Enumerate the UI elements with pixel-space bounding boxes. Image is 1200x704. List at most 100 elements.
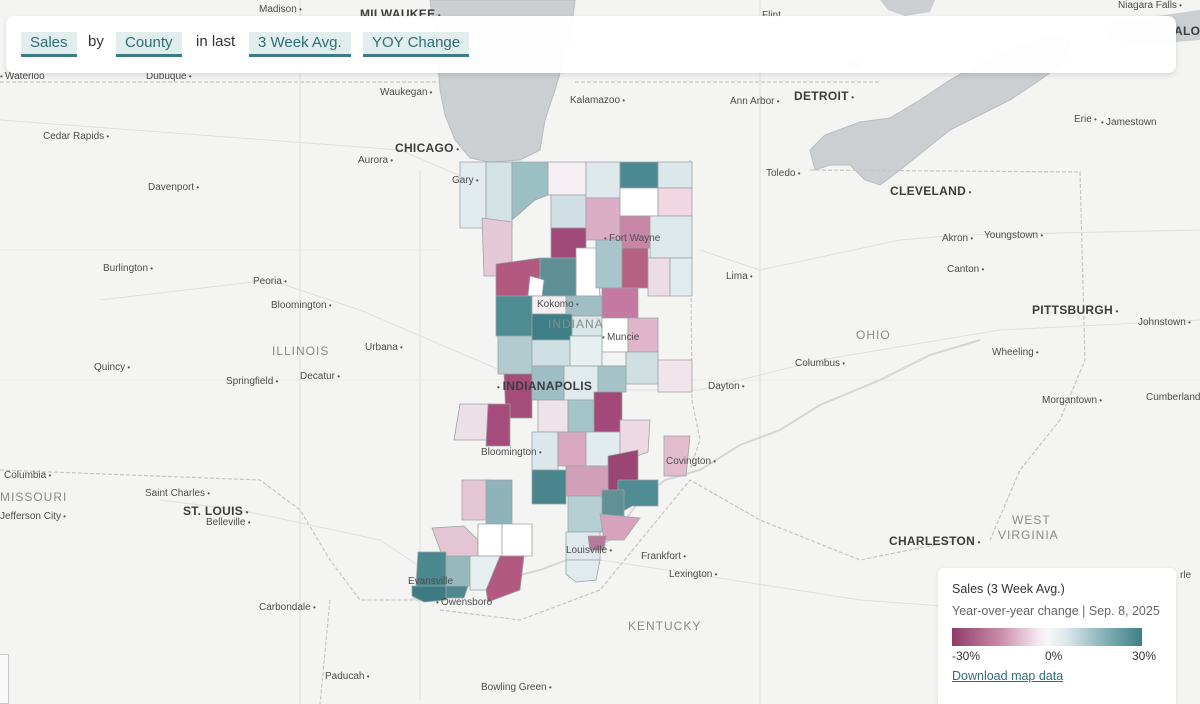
city-label: INDIANAPOLIS — [497, 380, 592, 394]
county[interactable] — [485, 555, 525, 603]
city-label: rle — [1180, 570, 1192, 581]
period-select[interactable]: 3 Week Avg. — [249, 32, 351, 57]
city-label: Paducah — [325, 671, 370, 683]
query-control-bar: Sales by County in last 3 Week Avg. YOY … — [6, 16, 1176, 73]
metric-select[interactable]: Sales — [21, 32, 77, 57]
map-control-edge[interactable] — [0, 654, 9, 704]
indiana-counties[interactable] — [411, 161, 693, 603]
county[interactable] — [557, 431, 587, 467]
region-label: KENTUCKY — [628, 619, 702, 633]
city-label: Johnstown — [1138, 317, 1191, 329]
city-label: ALO — [1174, 24, 1200, 38]
city-label: Belleville — [206, 517, 251, 529]
city-label: Kalamazoo — [570, 95, 625, 107]
lake-erie — [809, 35, 1071, 186]
county[interactable] — [511, 161, 549, 221]
county[interactable] — [527, 275, 545, 297]
city-label: Waukegan — [380, 87, 432, 99]
county[interactable] — [495, 295, 533, 337]
legend-min-label: -30% — [952, 649, 981, 663]
county[interactable] — [657, 187, 693, 217]
city-label: Evansville — [408, 576, 454, 587]
city-label: Bloomington — [271, 300, 332, 312]
city-label: Ann Arbor — [730, 96, 780, 108]
county[interactable] — [593, 391, 623, 433]
city-label: Peoria — [253, 276, 287, 288]
county[interactable] — [657, 359, 693, 393]
city-label: Springfield — [226, 376, 278, 388]
city-label: Frankfort — [641, 551, 686, 563]
geography-select[interactable]: County — [116, 32, 182, 57]
county[interactable] — [531, 469, 567, 505]
county[interactable] — [567, 495, 603, 533]
county[interactable] — [621, 247, 649, 289]
county[interactable] — [625, 351, 659, 385]
county[interactable] — [595, 239, 623, 289]
city-label: Burlington — [103, 263, 153, 275]
county[interactable] — [669, 257, 693, 297]
county[interactable] — [567, 399, 595, 433]
city-label: Decatur — [300, 371, 340, 383]
legend-color-scale — [952, 628, 1142, 646]
legend-mid-label: 0% — [1045, 649, 1063, 663]
city-label: Wheeling — [992, 347, 1039, 359]
state-borders — [0, 81, 1086, 704]
county[interactable] — [537, 399, 569, 433]
county[interactable] — [531, 339, 571, 367]
city-label: Youngstown — [984, 230, 1043, 242]
city-label: Davenport — [148, 182, 199, 194]
legend-max-label: 30% — [1132, 649, 1157, 663]
county[interactable] — [453, 403, 491, 441]
lake-huron — [880, 0, 935, 16]
city-label: Cumberland — [1146, 392, 1200, 404]
county[interactable] — [485, 161, 513, 229]
county[interactable] — [647, 257, 671, 297]
legend-ticks: -30% 0% 30% — [952, 649, 1162, 665]
city-label: CHARLESTON — [889, 535, 981, 549]
city-label: Lexington — [669, 569, 717, 581]
legend-title: Sales (3 Week Avg.) — [952, 582, 1065, 596]
county[interactable] — [619, 419, 651, 463]
county[interactable] — [550, 194, 587, 229]
region-label: MISSOURI — [0, 490, 68, 504]
county[interactable] — [657, 161, 693, 189]
region-label: INDIANA — [548, 317, 604, 331]
county[interactable] — [547, 161, 587, 196]
county[interactable] — [485, 403, 511, 447]
county[interactable] — [619, 161, 659, 189]
comparison-select[interactable]: YOY Change — [363, 32, 470, 57]
city-label: Aurora — [358, 155, 393, 167]
county[interactable] — [477, 523, 503, 557]
county[interactable] — [601, 489, 625, 517]
county[interactable] — [565, 559, 601, 583]
city-label: Canton — [947, 264, 984, 276]
county[interactable] — [539, 257, 577, 297]
download-map-data-link[interactable]: Download map data — [952, 669, 1064, 683]
county[interactable] — [485, 479, 513, 525]
city-label: Erie — [1074, 114, 1097, 126]
city-label: Jamestown — [1101, 117, 1157, 129]
region-label: WEST — [1012, 513, 1051, 527]
city-label: Columbus — [795, 358, 845, 370]
city-label: Cedar Rapids — [43, 131, 109, 143]
city-label: Waterloo — [0, 71, 45, 83]
county[interactable] — [599, 513, 641, 541]
city-label: Kokomo — [537, 299, 579, 311]
county[interactable] — [601, 287, 639, 319]
county[interactable] — [585, 161, 621, 199]
city-label: Muncie — [602, 332, 639, 344]
city-label: Louisville — [566, 545, 612, 557]
city-label: PITTSBURGH — [1032, 304, 1119, 318]
city-label: Dayton — [708, 381, 745, 393]
region-label: ILLINOIS — [272, 344, 330, 358]
map-legend: Sales (3 Week Avg.) Year-over-year chang… — [938, 568, 1176, 704]
county[interactable] — [497, 335, 533, 375]
county[interactable] — [597, 365, 627, 393]
county[interactable] — [501, 523, 533, 557]
county[interactable] — [569, 335, 603, 367]
by-label: by — [88, 33, 104, 50]
city-label: Bloomington — [481, 447, 542, 459]
county[interactable] — [619, 187, 659, 217]
county[interactable] — [601, 351, 627, 367]
